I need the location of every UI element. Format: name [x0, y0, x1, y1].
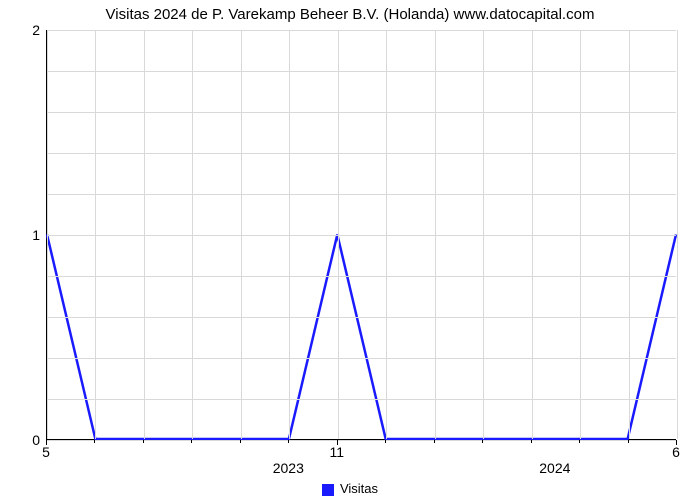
y-gridline: [47, 276, 676, 277]
x-gridline: [677, 30, 678, 439]
legend: Visitas: [0, 481, 700, 496]
x-gridline: [580, 30, 581, 439]
y-tick-label: 2: [10, 22, 40, 38]
x-minor-tick: [240, 440, 241, 443]
x-tick-label: 11: [329, 444, 344, 460]
y-tick-label: 0: [10, 432, 40, 448]
x-gridline: [532, 30, 533, 439]
x-gridline: [144, 30, 145, 439]
y-gridline: [47, 317, 676, 318]
x-minor-tick: [191, 440, 192, 443]
x-minor-tick: [434, 440, 435, 443]
chart-container: Visitas 2024 de P. Varekamp Beheer B.V. …: [0, 0, 700, 500]
legend-label: Visitas: [340, 481, 378, 496]
y-tick-label: 1: [10, 227, 40, 243]
y-gridline: [47, 30, 676, 31]
x-gridline: [435, 30, 436, 439]
x-minor-tick: [288, 440, 289, 443]
x-gridline: [95, 30, 96, 439]
x-gridline: [338, 30, 339, 439]
x-minor-tick: [143, 440, 144, 443]
y-gridline: [47, 235, 676, 236]
x-gridline: [289, 30, 290, 439]
y-gridline: [47, 112, 676, 113]
x-gridline: [192, 30, 193, 439]
legend-swatch: [322, 484, 334, 496]
x-year-label: 2024: [539, 460, 570, 476]
y-gridline: [47, 399, 676, 400]
x-gridline: [629, 30, 630, 439]
x-minor-tick: [579, 440, 580, 443]
x-minor-tick: [628, 440, 629, 443]
x-minor-tick: [385, 440, 386, 443]
y-gridline: [47, 153, 676, 154]
x-tick-label: 6: [672, 444, 680, 460]
x-tick-label: 5: [42, 444, 50, 460]
x-minor-tick: [482, 440, 483, 443]
x-gridline: [241, 30, 242, 439]
chart-title: Visitas 2024 de P. Varekamp Beheer B.V. …: [0, 6, 700, 23]
x-gridline: [47, 30, 48, 439]
x-year-label: 2023: [273, 460, 304, 476]
y-gridline: [47, 440, 676, 441]
x-minor-tick: [531, 440, 532, 443]
plot-area: [46, 30, 676, 440]
x-gridline: [483, 30, 484, 439]
y-gridline: [47, 71, 676, 72]
visitas-line: [47, 235, 676, 440]
x-gridline: [386, 30, 387, 439]
y-gridline: [47, 358, 676, 359]
y-gridline: [47, 194, 676, 195]
x-minor-tick: [94, 440, 95, 443]
